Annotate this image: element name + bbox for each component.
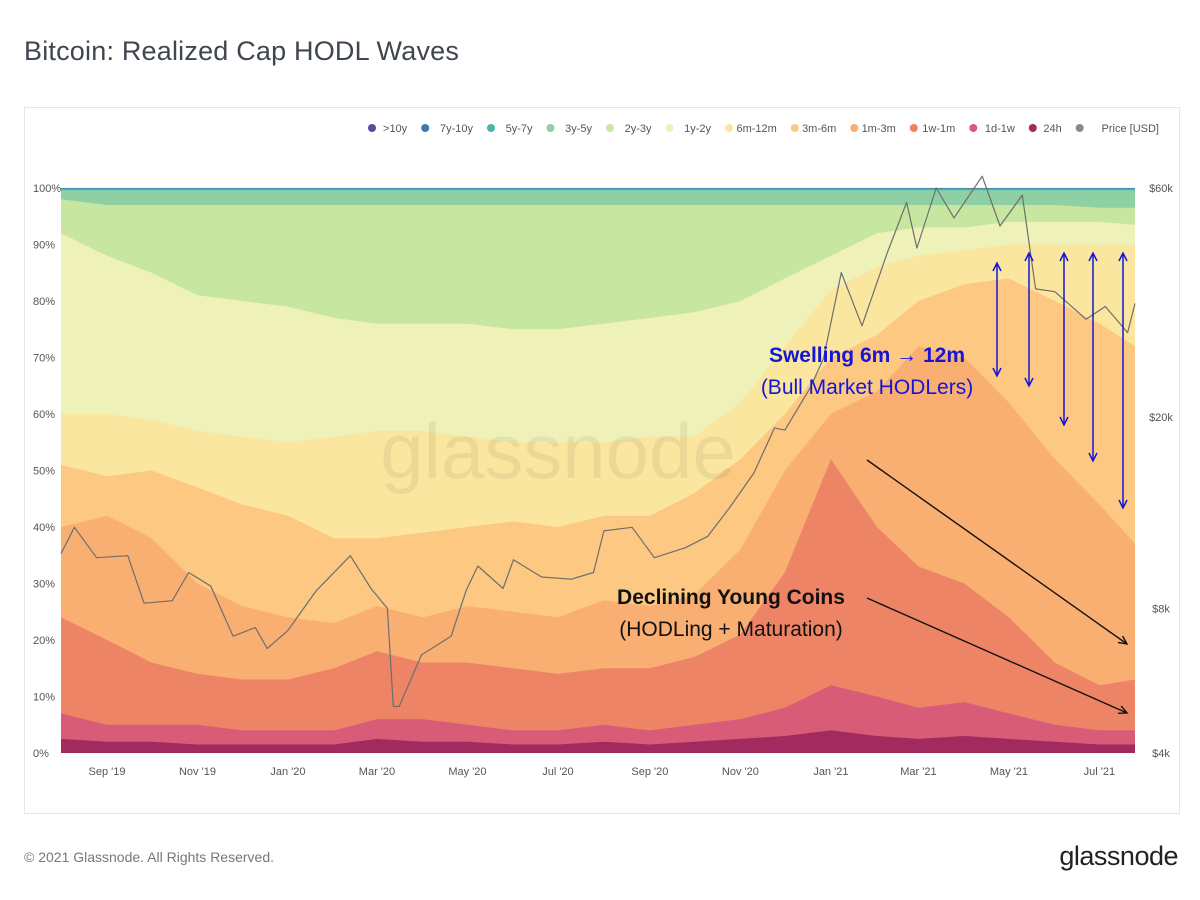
legend-marker — [487, 124, 495, 132]
legend-marker — [546, 124, 555, 132]
legend-label: >10y — [383, 123, 408, 135]
legend-marker — [909, 124, 918, 132]
swelling-arrow-head-bottom — [1118, 499, 1128, 510]
y-tick-label: 30% — [33, 579, 55, 591]
swelling-arrow-head-top — [1024, 251, 1034, 262]
legend-marker — [790, 124, 799, 132]
y-tick-label: 20% — [33, 635, 55, 647]
legend-label: 6m-12m — [736, 123, 776, 135]
legend-marker — [850, 124, 859, 132]
chart-panel: glassnode 0% 10% 20% 30% 40% 50% 60% 70% 80% 90% 10… — [24, 107, 1180, 814]
swelling-arrow-head-bottom — [992, 367, 1002, 378]
annotation-swelling-subtitle: (Bull Market HODLers) — [761, 376, 973, 399]
brand-logo[interactable]: glassnode — [1059, 841, 1178, 871]
x-tick-label: Jul '21 — [1084, 766, 1115, 778]
legend-marker — [665, 124, 674, 132]
legend-marker — [1075, 124, 1084, 132]
swelling-arrow-head-top — [1118, 251, 1128, 262]
x-tick-label: Nov '20 — [722, 766, 759, 778]
y-right-tick-label: $4k — [1152, 748, 1170, 760]
legend-label: 1w-1m — [922, 123, 955, 135]
band-1w-1m — [61, 459, 1135, 753]
x-tick-label: Mar '20 — [359, 766, 395, 778]
y-axis-right: $4k $8k $20k $60k — [1149, 183, 1173, 760]
y-tick-label: 0% — [33, 748, 49, 760]
y-tick-label: 90% — [33, 240, 55, 252]
legend-marker — [606, 124, 614, 132]
legend-label: 7y-10y — [440, 123, 474, 135]
legend-marker — [368, 124, 376, 132]
x-tick-label: Sep '19 — [89, 766, 126, 778]
swelling-arrow-head-bottom — [1059, 416, 1069, 427]
x-tick-label: Nov '19 — [179, 766, 216, 778]
legend: Price [USD] 24h 1d-1w 1w-1m 1m-3m 3m-6m 6m-12m… — [368, 123, 1159, 135]
legend-marker — [1028, 124, 1037, 132]
legend-label: Price [USD] — [1102, 123, 1159, 135]
x-axis: Sep '19 Nov '19 Jan '20 Mar '20 May '20 Jul '… — [89, 766, 1116, 778]
x-tick-label: Sep '20 — [631, 766, 668, 778]
y-right-tick-label: $8k — [1152, 603, 1170, 615]
annotations: Swelling 6m → 12m (Bull Market HODLers) De… — [617, 251, 1129, 714]
annotation-young-title: Declining Young Coins — [617, 586, 845, 609]
legend-marker — [421, 124, 430, 132]
legend-label: 1d-1w — [985, 123, 1015, 135]
page-title: Bitcoin: Realized Cap HODL Waves — [24, 36, 460, 66]
y-tick-label: 10% — [33, 692, 55, 704]
decline-arrow-head — [1117, 705, 1129, 714]
band-24h — [61, 730, 1135, 753]
x-tick-label: Jan '21 — [813, 766, 848, 778]
swelling-arrow-head-top — [992, 261, 1002, 272]
x-tick-label: Mar '21 — [900, 766, 936, 778]
x-tick-label: May '20 — [448, 766, 486, 778]
legend-label: 2y-3y — [625, 123, 652, 135]
y-axis-left: 0% 10% 20% 30% 40% 50% 60% 70% 80% 90% 100% — [33, 183, 61, 760]
decline-arrow-head — [1117, 635, 1129, 645]
x-tick-label: Jan '20 — [270, 766, 305, 778]
legend-label: 24h — [1043, 123, 1061, 135]
hodl-waves-chart: glassnode 0% 10% 20% 30% 40% 50% 60% 70% 80% 90% 10… — [33, 123, 1173, 778]
legend-label: 3y-5y — [565, 123, 592, 135]
x-tick-label: Jul '20 — [542, 766, 573, 778]
decline-arrow-shaft — [866, 459, 1128, 645]
y-right-tick-label: $20k — [1149, 412, 1173, 424]
legend-marker — [725, 124, 733, 132]
legend-label: 5y-7y — [506, 123, 533, 135]
annotation-swelling-title: Swelling 6m → 12m — [769, 344, 965, 367]
y-tick-label: 40% — [33, 522, 55, 534]
swelling-arrow-head-bottom — [1024, 377, 1034, 388]
y-tick-label: 70% — [33, 353, 55, 365]
price-line — [60, 175, 1136, 707]
y-tick-label: 100% — [33, 183, 61, 195]
y-tick-label: 50% — [33, 466, 55, 478]
legend-label: 1y-2y — [684, 123, 711, 135]
y-tick-label: 60% — [33, 409, 55, 421]
swelling-arrow-head-top — [1088, 251, 1098, 262]
annotation-young-subtitle: (HODLing + Maturation) — [619, 618, 843, 641]
decline-arrow-shaft — [866, 597, 1128, 714]
swelling-arrow-head-top — [1059, 251, 1069, 262]
legend-label: 1m-3m — [862, 123, 896, 135]
copyright-notice: © 2021 Glassnode. All Rights Reserved. — [24, 849, 275, 865]
legend-label: 3m-6m — [802, 123, 836, 135]
legend-marker — [969, 124, 978, 132]
hodl-bands — [61, 188, 1135, 753]
x-tick-label: May '21 — [990, 766, 1028, 778]
watermark-text: glassnode — [380, 407, 736, 495]
y-tick-label: 80% — [33, 296, 55, 308]
swelling-arrow-head-bottom — [1088, 452, 1098, 463]
y-right-tick-label: $60k — [1149, 183, 1173, 195]
